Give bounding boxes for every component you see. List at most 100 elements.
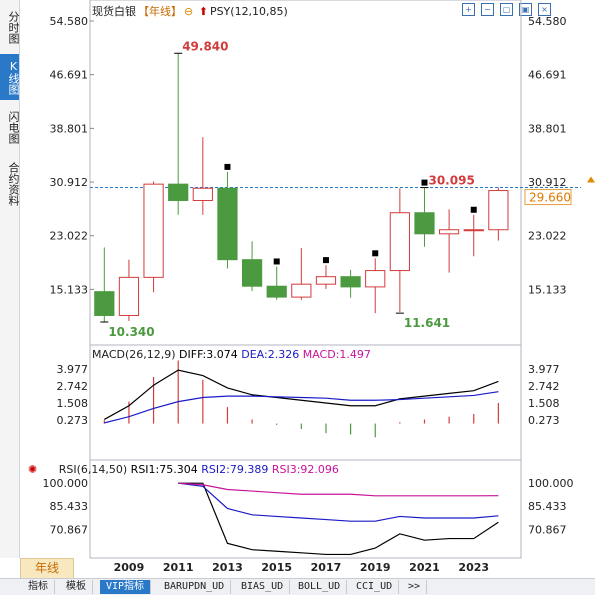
price-axis-tick-left: 23.022 (50, 230, 89, 243)
period-button[interactable]: 年线 (20, 558, 74, 579)
candle-body (340, 276, 361, 288)
candle-body (143, 183, 164, 278)
rsi-title: RSI(6,14,50) (58, 463, 128, 476)
instrument-title: 现货白银 (92, 5, 136, 18)
candle-body (463, 229, 484, 232)
zoom-out-icon[interactable]: − (481, 3, 494, 16)
rsi-icon[interactable]: ✺ (28, 463, 38, 476)
rsi-axis-tick-right: 85.433 (528, 500, 567, 513)
psy-marker (470, 206, 477, 213)
macd-axis-tick-right: 3.977 (528, 363, 560, 376)
price-annotation: 30.095 (428, 174, 474, 188)
tab-flash[interactable]: 闪电图 (7, 110, 20, 144)
x-axis-label: 2009 (114, 561, 145, 574)
tab-more[interactable]: >> (402, 580, 428, 594)
x-axis-label: 2021 (409, 561, 440, 574)
psy-marker (372, 250, 379, 257)
tab-barupdn[interactable]: BARUPDN_UD (158, 580, 232, 594)
rsi-header: ✺ RSI(6,14,50) RSI1:75.304 RSI2:79.389 R… (28, 463, 339, 476)
candle-body (439, 229, 460, 235)
candle-body (94, 291, 115, 316)
tab-kline[interactable]: K线图 (0, 54, 20, 100)
tab-vip-indicators[interactable]: VIP指标 (100, 580, 152, 594)
rsi-axis-tick-right: 100.000 (528, 477, 574, 490)
macd-diff-label: DIFF:3.074 (179, 348, 238, 361)
psy-label: PSY(12,10,85) (209, 5, 288, 18)
tab-bias[interactable]: BIAS_UD (235, 580, 291, 594)
rsi-axis-tick-left: 85.433 (50, 500, 89, 513)
tab-boll[interactable]: BOLL_UD (292, 580, 348, 594)
rsi1-label: RSI1:75.304 (130, 463, 198, 476)
rsi-axis-tick-left: 100.000 (43, 477, 89, 490)
candle-body (291, 283, 312, 298)
price-axis-tick-left: 46.691 (50, 69, 89, 82)
period-label: 【年线】 (138, 5, 182, 18)
x-axis-label: 2023 (458, 561, 489, 574)
x-axis-label: 2011 (163, 561, 194, 574)
macd-title: MACD(26,12,9) (92, 348, 176, 361)
tab-contract[interactable]: 合约资料 (7, 162, 20, 206)
price-axis-tick-left: 38.801 (50, 122, 89, 135)
price-axis-tick-left: 30.912 (50, 176, 89, 189)
macd-axis-tick-right: 1.508 (528, 397, 560, 410)
price-axis-tick-left: 15.133 (50, 283, 89, 296)
psy-marker (273, 258, 280, 265)
x-axis-label: 2015 (261, 561, 292, 574)
candle-body (118, 276, 140, 316)
price-axis-tick-right: 38.801 (528, 122, 567, 135)
candle-body (266, 285, 287, 298)
candle-body (168, 183, 189, 201)
psy-marker (322, 257, 329, 264)
candle-body (414, 212, 435, 235)
expand-icon[interactable]: ▢ (500, 3, 513, 16)
rsi-axis-tick-left: 70.867 (50, 523, 89, 536)
macd-axis-tick-left: 0.273 (57, 414, 89, 427)
rsi3-line (178, 482, 499, 497)
candle-body (315, 276, 337, 285)
tab-cci[interactable]: CCI_UD (350, 580, 400, 594)
macd-macd-label: MACD:1.497 (302, 348, 371, 361)
price-annotation: 11.641 (404, 316, 450, 330)
zoom-in-icon[interactable]: + (462, 3, 475, 16)
restore-icon[interactable]: ▣ (519, 3, 532, 16)
psy-marker (224, 163, 231, 170)
price-axis-tick-right: 23.022 (528, 230, 567, 243)
macd-header: MACD(26,12,9) DIFF:3.074 DEA:2.326 MACD:… (92, 348, 371, 361)
macd-dea-label: DEA:2.326 (241, 348, 300, 361)
candle-body (488, 190, 509, 231)
psy-marker (421, 179, 428, 186)
price-axis-tick-right: 30.912 (528, 176, 567, 189)
chart-canvas: 54.580 54.580 46.691 46.691 38.801 38.801 30.9… (43, 0, 595, 574)
candle-body (241, 259, 263, 287)
rsi2-label: RSI2:79.389 (201, 463, 269, 476)
candle-body (217, 187, 238, 261)
price-axis-tick-right: 54.580 (528, 15, 567, 28)
dea-line (104, 391, 499, 424)
price-annotation: 10.340 (108, 325, 154, 339)
psy-marker-icon: ⬆ (198, 5, 208, 18)
diff-line (104, 369, 499, 420)
candle-body (192, 187, 213, 201)
macd-axis-tick-left: 1.508 (57, 397, 89, 410)
candle-body (389, 212, 410, 272)
tab-indicators[interactable]: 指标 (22, 580, 55, 594)
current-price-label: 29.660 (529, 191, 571, 205)
tab-templates[interactable]: 模板 (60, 580, 93, 594)
x-axis-label: 2013 (212, 561, 243, 574)
current-price-box (524, 189, 572, 206)
tab-timeline[interactable]: 分时图 (7, 10, 20, 44)
macd-axis-tick-left: 3.977 (57, 363, 89, 376)
chart-toolbar: + − ▢ ▣ × (462, 2, 557, 16)
macd-axis-tick-right: 0.273 (528, 414, 560, 427)
macd-axis-tick-left: 2.742 (57, 380, 89, 393)
rsi1-line (178, 482, 499, 556)
close-icon[interactable]: × (538, 3, 551, 16)
macd-axis-tick-right: 2.742 (528, 380, 560, 393)
price-axis-tick-left: 54.580 (50, 15, 89, 28)
x-axis-label: 2017 (311, 561, 342, 574)
price-axis-tick-right: 15.133 (528, 283, 567, 296)
side-tab-bar: 分时图 K线图 闪电图 合约资料 (0, 0, 20, 558)
settings-icon[interactable]: ⊖ (184, 5, 194, 18)
price-axis-tick-right: 46.691 (528, 69, 567, 82)
plot-frame (89, 0, 522, 559)
